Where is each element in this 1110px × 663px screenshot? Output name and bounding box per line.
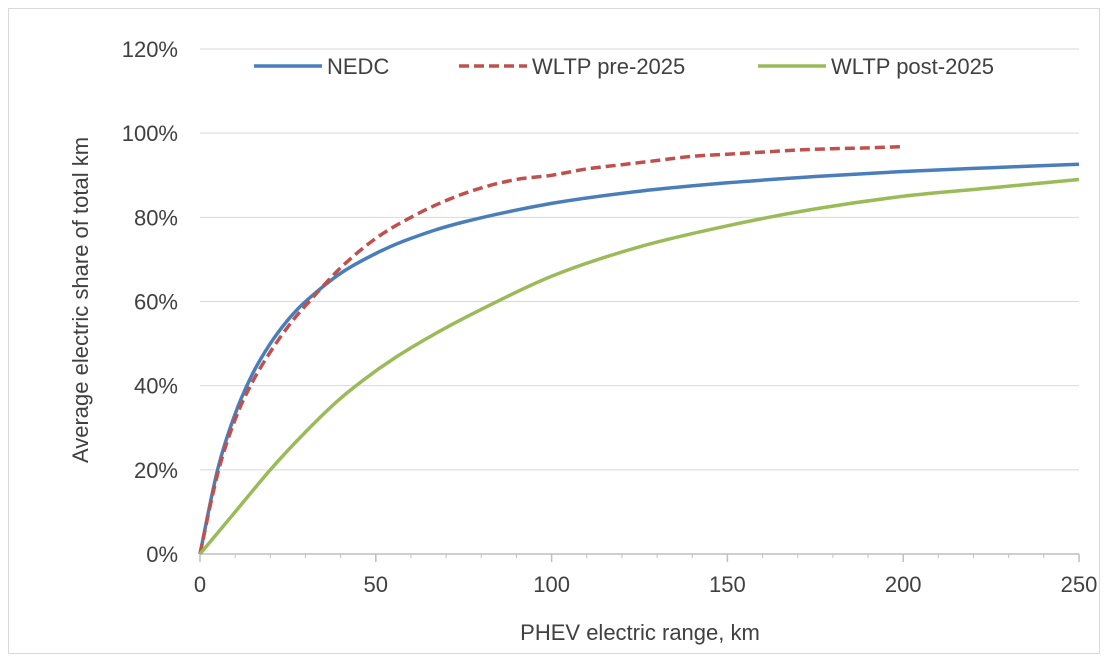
gridlines [200, 48, 1079, 471]
y-axis-title: Average electric share of total km [68, 137, 93, 463]
series-line-2 [198, 177, 1080, 556]
legend: NEDC WLTP pre-2025 WLTP post-2025 [254, 54, 994, 79]
y-tick-label: 100% [122, 121, 178, 146]
x-tick-label: 250 [1061, 572, 1098, 597]
x-tick-label: 150 [709, 572, 746, 597]
series-lines [198, 144, 1080, 556]
x-tick-labels: 0 50 100 150 200 250 [194, 572, 1097, 597]
x-tick-label: 100 [533, 572, 570, 597]
y-tick-label: 60% [134, 290, 178, 315]
y-tick-label: 20% [134, 458, 178, 483]
x-tick-label: 0 [194, 572, 206, 597]
x-axis-title: PHEV electric range, km [520, 620, 760, 645]
axes [199, 553, 1080, 562]
y-tick-label: 80% [134, 205, 178, 230]
series-line-0 [198, 162, 1080, 555]
legend-label-0: NEDC [327, 54, 389, 79]
y-tick-label: 120% [122, 37, 178, 62]
x-tick-label: 200 [885, 572, 922, 597]
y-tick-label: 0% [146, 542, 178, 567]
chart-frame [8, 8, 1100, 654]
legend-label-2: WLTP post-2025 [831, 54, 994, 79]
y-tick-label: 40% [134, 374, 178, 399]
legend-label-1: WLTP pre-2025 [532, 54, 685, 79]
series-line-1 [198, 144, 904, 555]
x-tick-label: 50 [364, 572, 388, 597]
y-tick-labels: 0% 20% 40% 60% 80% 100% 120% [122, 37, 178, 567]
